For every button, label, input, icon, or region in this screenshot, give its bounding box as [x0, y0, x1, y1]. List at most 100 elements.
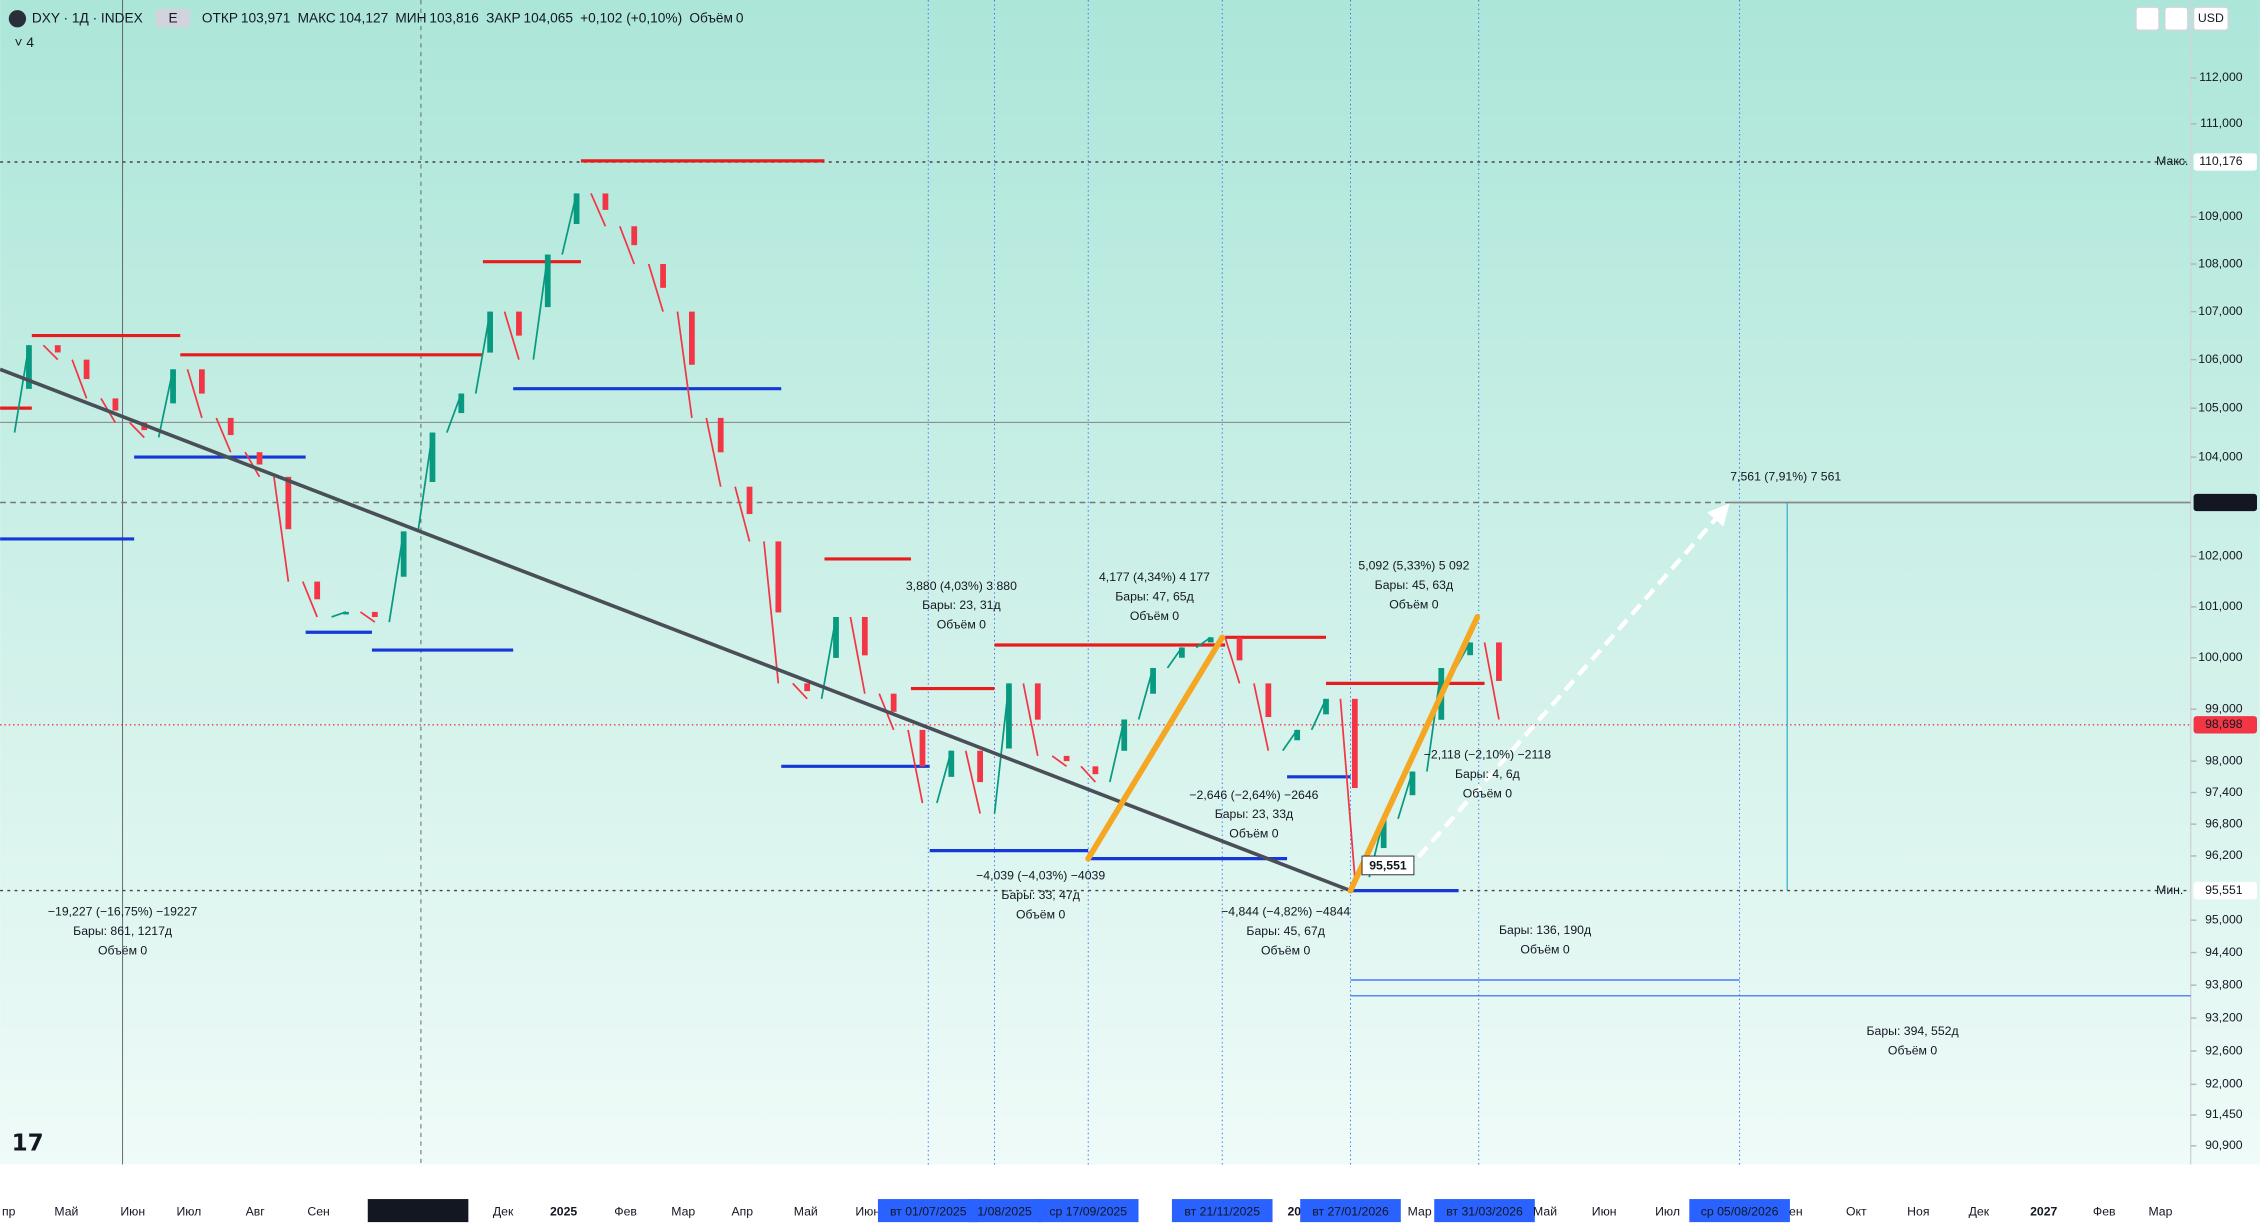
time-marker-bg	[1434, 1199, 1535, 1223]
measurement: Бары: 33, 47д	[1001, 888, 1079, 902]
candle-wick	[705, 417, 722, 487]
measurement: −4,039 (−4,03%) −4039	[976, 868, 1105, 882]
candle	[1467, 642, 1473, 656]
candle-wick	[1224, 637, 1241, 684]
candle	[660, 264, 666, 288]
time-label: Апр	[732, 1204, 754, 1218]
price-tag-text: 95,551	[2205, 883, 2243, 897]
candle-wick	[1253, 683, 1270, 751]
y-tick-label: 97,400	[2205, 785, 2243, 799]
time-label: Июл	[1655, 1204, 1680, 1218]
candle-wick	[849, 616, 866, 694]
field-label: ОТКР	[202, 10, 238, 25]
measurement: Бары: 23, 31д	[922, 598, 1000, 612]
candle	[1323, 698, 1329, 715]
time-label: Мар	[2148, 1204, 2172, 1218]
candle-wick	[1051, 755, 1068, 768]
measurement: 7,561 (7,91%) 7 561	[1730, 469, 1841, 483]
candle	[429, 432, 436, 482]
time-label: ср 17/09/2025	[1049, 1204, 1127, 1218]
time-label: Сен	[307, 1204, 329, 1218]
y-tick-label: 111,000	[2200, 116, 2243, 130]
time-marker-bg	[1689, 1199, 1790, 1223]
candle-wick	[215, 417, 232, 453]
y-tick-label: 95,000	[2205, 912, 2243, 926]
orange-line	[1085, 634, 1226, 862]
candle	[833, 616, 839, 658]
candle	[573, 193, 580, 225]
candle-wick	[619, 225, 636, 265]
candle	[256, 452, 263, 465]
measurement: Бары: 23, 33д	[1215, 807, 1293, 821]
time-label: вт 22/10/2024	[380, 1204, 457, 1218]
candle	[890, 693, 897, 712]
candle	[1409, 771, 1416, 796]
currency-button[interactable]	[2192, 6, 2229, 31]
measurement: 4,177 (4,34%) 4 177	[1099, 570, 1210, 584]
y-tick-label: 92,000	[2205, 1077, 2243, 1091]
candle	[112, 398, 119, 411]
indicators[interactable]: ˅ 4	[15, 35, 35, 50]
candle	[400, 531, 407, 577]
candle-wick	[676, 311, 693, 419]
button[interactable]	[2135, 6, 2160, 31]
measurement: Бары: 394, 552д	[1867, 1024, 1959, 1038]
measurement: Объём 0	[1261, 943, 1310, 957]
measurement: Объём 0	[1229, 827, 1278, 841]
candle-wick	[71, 359, 88, 399]
price-tag-text: 110,176	[2199, 154, 2243, 168]
time-label: Июн	[855, 1204, 880, 1218]
candle	[1034, 683, 1041, 720]
time-marker-bg	[1300, 1199, 1401, 1223]
candle	[1063, 755, 1070, 762]
field-label: МИН	[395, 10, 426, 25]
badge-bg	[155, 8, 191, 28]
field-label: ЗАКР	[486, 10, 521, 25]
measurement: Бары: 861, 1217д	[73, 924, 172, 938]
field-label: МАКС	[298, 10, 336, 25]
projection-arrow	[1403, 503, 1730, 874]
y-tick-label: 92,600	[2205, 1043, 2243, 1057]
candle	[458, 393, 465, 414]
drawings	[0, 0, 2197, 1165]
time-marker-bg	[367, 1199, 469, 1223]
time-label: Май	[794, 1204, 818, 1218]
time-label: Ноя	[1907, 1204, 1929, 1218]
candle	[516, 311, 522, 336]
candle	[544, 254, 551, 308]
symbol-icon	[8, 10, 27, 28]
toolbar: USD	[2135, 6, 2229, 31]
price-tag	[2193, 153, 2257, 171]
candle-wick	[907, 729, 924, 804]
change: +0,102 (+0,10%)	[580, 10, 682, 25]
measurement: 3,880 (4,03%) 3 880	[906, 579, 1017, 593]
candle-wick	[1080, 765, 1097, 783]
measurement: −4,844 (−4,82%) −4844	[1221, 904, 1350, 918]
y-tick-label: 96,800	[2205, 816, 2243, 830]
y-tick-label: 96,200	[2205, 848, 2243, 862]
time-label: Май	[54, 1204, 78, 1218]
candle	[948, 750, 955, 777]
field-value: 104,065	[523, 10, 573, 25]
time-label: Окт	[1846, 1204, 1867, 1218]
measurement: 5,092 (5,33%) 5 092	[1358, 559, 1469, 573]
price-tag-label: Мин.	[2156, 883, 2183, 897]
measurement: Бары: 47, 65д	[1115, 590, 1193, 604]
measurement: −19,227 (−16,75%) −19227	[48, 904, 198, 918]
time-label: Май	[1533, 1204, 1557, 1218]
button[interactable]	[2164, 6, 2189, 31]
candle	[54, 345, 61, 353]
price-tag-text: 103,081	[2198, 495, 2242, 509]
candle-wick	[647, 263, 664, 312]
candle-wick	[792, 682, 808, 700]
candle	[977, 750, 983, 783]
volume-label: Объём	[689, 10, 733, 25]
time-marker-bg	[877, 1199, 979, 1223]
measurement: Объём 0	[1016, 907, 1065, 921]
candle	[170, 369, 176, 404]
volume: 0	[736, 10, 744, 25]
candle-wick	[42, 344, 59, 361]
time-label: Июл	[176, 1204, 201, 1218]
measurement: Бары: 45, 67д	[1246, 924, 1324, 938]
